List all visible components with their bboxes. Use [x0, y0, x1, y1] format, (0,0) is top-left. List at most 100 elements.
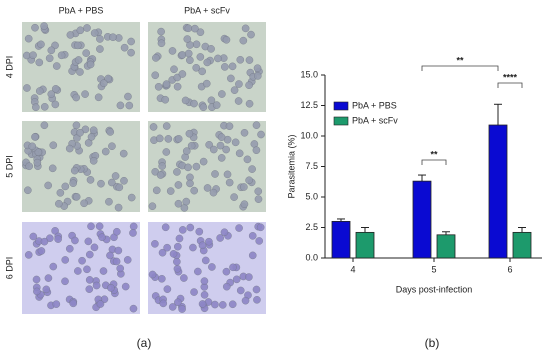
- legend-swatch: [333, 116, 349, 126]
- red-blood-cell: [173, 264, 182, 273]
- red-blood-cell: [45, 54, 54, 63]
- red-blood-cell: [174, 199, 183, 208]
- red-blood-cell: [181, 96, 190, 105]
- red-blood-cell: [162, 80, 171, 88]
- red-blood-cell: [198, 67, 206, 76]
- red-blood-cell: [163, 243, 171, 252]
- red-blood-cell: [152, 186, 161, 195]
- red-blood-cell: [24, 186, 32, 195]
- red-blood-cell: [209, 145, 218, 154]
- red-blood-cell: [106, 128, 115, 136]
- red-blood-cell: [230, 193, 238, 201]
- red-blood-cell: [175, 234, 184, 243]
- red-blood-cell: [40, 237, 49, 246]
- red-blood-cell: [52, 62, 61, 70]
- red-blood-cell: [245, 99, 254, 108]
- red-blood-cell: [218, 301, 227, 309]
- red-blood-cell: [159, 299, 168, 308]
- red-blood-cell: [158, 162, 166, 170]
- red-blood-cell: [161, 223, 170, 232]
- red-blood-cell: [235, 224, 243, 232]
- x-tick-label: 6: [507, 264, 512, 274]
- red-blood-cell: [54, 235, 62, 243]
- column-label: PbA + PBS: [59, 5, 104, 15]
- red-blood-cell: [174, 181, 183, 189]
- row-label: 5 DPI: [4, 155, 14, 178]
- red-blood-cell: [209, 188, 218, 197]
- red-blood-cell: [174, 298, 182, 307]
- y-tick-label: 15.0: [300, 69, 318, 79]
- x-tick-label: 5: [431, 264, 436, 274]
- red-blood-cell: [89, 157, 98, 165]
- red-blood-cell: [216, 141, 225, 150]
- red-blood-cell: [198, 241, 207, 250]
- red-blood-cell: [184, 24, 193, 33]
- red-blood-cell: [252, 146, 261, 154]
- red-blood-cell: [40, 22, 48, 30]
- red-blood-cell: [205, 141, 213, 149]
- y-axis-title: Parasitemia (%): [286, 134, 296, 198]
- red-blood-cell: [40, 103, 49, 111]
- red-blood-cell: [253, 72, 262, 80]
- red-blood-cell: [173, 257, 181, 266]
- y-tick-label: 0.0: [305, 252, 318, 262]
- red-blood-cell: [158, 248, 167, 257]
- red-blood-cell: [25, 162, 33, 171]
- significance-bracket: [497, 82, 523, 88]
- red-blood-cell: [178, 305, 186, 313]
- red-blood-cell: [148, 270, 157, 279]
- red-blood-cell: [256, 223, 265, 232]
- red-blood-cell: [221, 63, 229, 71]
- red-blood-cell: [186, 223, 195, 232]
- red-blood-cell: [149, 123, 158, 131]
- red-blood-cell: [99, 79, 108, 88]
- red-blood-cell: [72, 193, 81, 201]
- red-blood-cell: [190, 99, 198, 108]
- red-blood-cell: [231, 138, 240, 147]
- red-blood-cell: [178, 70, 187, 78]
- red-blood-cell: [49, 141, 58, 150]
- red-blood-cell: [253, 296, 261, 304]
- red-blood-cell: [127, 37, 135, 46]
- red-blood-cell: [86, 60, 95, 69]
- red-blood-cell: [104, 74, 113, 83]
- red-blood-cell: [66, 31, 75, 39]
- red-blood-cell: [214, 54, 222, 63]
- red-blood-cell: [108, 142, 116, 151]
- red-blood-cell: [223, 170, 232, 179]
- red-blood-cell: [151, 71, 160, 80]
- red-blood-cell: [207, 45, 215, 53]
- red-blood-cell: [192, 162, 201, 171]
- red-blood-cell: [184, 49, 193, 58]
- panel-caption: (a): [137, 336, 152, 350]
- red-blood-cell: [74, 56, 83, 64]
- red-blood-cell: [114, 246, 123, 255]
- red-blood-cell: [97, 179, 105, 188]
- red-blood-cell: [28, 142, 37, 151]
- y-tick-label: 2.5: [305, 222, 318, 232]
- row-label: 4 DPI: [4, 56, 14, 79]
- red-blood-cell: [125, 101, 134, 110]
- red-blood-cell: [236, 286, 245, 295]
- red-blood-cell: [186, 179, 194, 188]
- red-blood-cell: [32, 103, 40, 112]
- red-blood-cell: [240, 128, 249, 137]
- bar: [512, 231, 532, 259]
- red-blood-cell: [178, 226, 187, 234]
- red-blood-cell: [47, 90, 56, 98]
- red-blood-cell: [52, 300, 61, 308]
- red-blood-cell: [71, 236, 79, 245]
- red-blood-cell: [120, 176, 128, 185]
- red-blood-cell: [240, 183, 248, 191]
- red-blood-cell: [29, 51, 37, 59]
- x-axis-title: Days post-infection: [396, 284, 473, 294]
- red-blood-cell: [174, 135, 183, 143]
- red-blood-cell: [90, 29, 99, 37]
- red-blood-cell: [113, 227, 121, 236]
- red-blood-cell: [33, 287, 41, 296]
- red-blood-cell: [201, 256, 210, 265]
- y-tick-label: 7.5: [305, 161, 318, 171]
- red-blood-cell: [211, 300, 219, 309]
- red-blood-cell: [191, 24, 199, 33]
- red-blood-cell: [180, 204, 189, 212]
